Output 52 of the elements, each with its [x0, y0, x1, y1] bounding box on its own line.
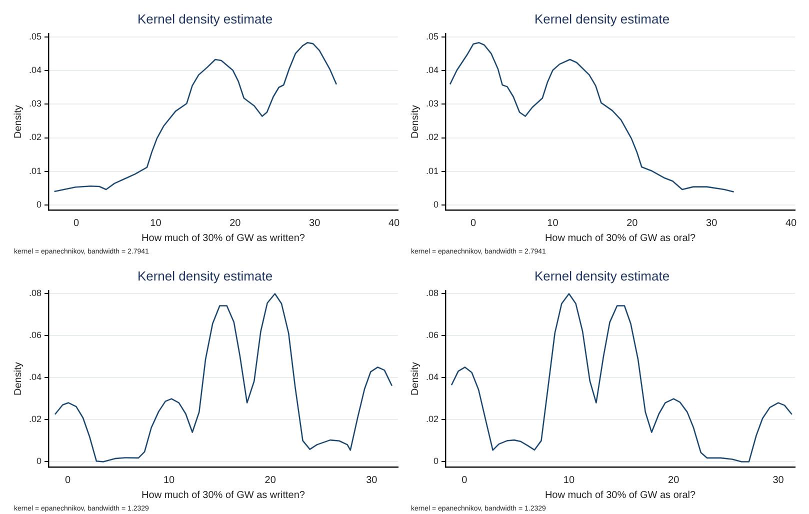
- y-axis-title: Density: [410, 362, 421, 396]
- y-tick-label: .02: [426, 132, 439, 142]
- y-tick-label: .04: [426, 372, 439, 382]
- y-tick-label: .08: [28, 288, 42, 298]
- y-tick-label: .05: [426, 31, 439, 42]
- y-tick-label: 0: [433, 199, 439, 210]
- x-axis-title: How much of 30% of GW as oral?: [544, 490, 696, 501]
- y-tick-label: .02: [28, 414, 42, 424]
- y-tick-label: .04: [426, 65, 439, 76]
- x-tick-label: 30: [772, 474, 784, 486]
- y-tick-label: 0: [36, 199, 42, 210]
- y-tick-label: .06: [28, 330, 42, 340]
- x-tick-label: 0: [64, 474, 71, 486]
- x-axis-title: How much of 30% of GW as written?: [142, 232, 306, 244]
- y-axis-title: Density: [410, 105, 421, 138]
- y-tick-label: .03: [426, 98, 439, 109]
- y-tick-label: 0: [433, 456, 439, 466]
- x-tick-label: 0: [470, 218, 477, 229]
- x-tick-label: 30: [366, 474, 378, 486]
- x-tick-label: 20: [230, 218, 242, 229]
- y-tick-label: .01: [28, 166, 42, 176]
- x-tick-label: 40: [388, 218, 400, 229]
- y-tick-label: .05: [28, 31, 42, 42]
- x-axis-title: How much of 30% of GW as written?: [142, 490, 306, 501]
- x-tick-label: 30: [706, 218, 718, 229]
- y-tick-label: .01: [426, 166, 439, 176]
- y-tick-label: .08: [426, 288, 439, 298]
- x-tick-label: 10: [150, 218, 162, 229]
- y-tick-label: .04: [28, 372, 42, 382]
- x-tick-label: 40: [785, 218, 798, 229]
- x-tick-label: 20: [668, 474, 680, 486]
- y-tick-label: .06: [426, 330, 439, 340]
- x-tick-label: 10: [163, 474, 176, 486]
- x-tick-label: 0: [74, 218, 80, 229]
- x-tick-label: 20: [264, 474, 276, 486]
- y-tick-label: .02: [426, 414, 439, 424]
- y-tick-label: .04: [28, 65, 42, 76]
- x-tick-label: 10: [547, 218, 559, 229]
- chart-title: Kernel density estimate: [534, 268, 670, 284]
- x-tick-label: 10: [563, 474, 575, 486]
- x-axis-title: How much of 30% of GW as oral?: [544, 232, 696, 244]
- y-axis-title: Density: [12, 105, 24, 138]
- x-tick-label: 30: [309, 218, 321, 229]
- chart-title: Kernel density estimate: [534, 11, 670, 26]
- y-tick-label: .02: [28, 132, 42, 142]
- y-axis-title: Density: [12, 362, 24, 396]
- x-tick-label: 0: [462, 474, 468, 486]
- chart-title: Kernel density estimate: [137, 11, 273, 26]
- y-tick-label: .03: [28, 98, 42, 109]
- y-tick-label: 0: [36, 456, 42, 466]
- x-tick-label: 20: [626, 218, 638, 229]
- chart-title: Kernel density estimate: [137, 268, 273, 284]
